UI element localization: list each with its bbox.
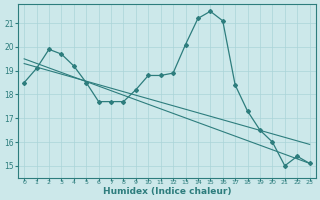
X-axis label: Humidex (Indice chaleur): Humidex (Indice chaleur) <box>103 187 231 196</box>
